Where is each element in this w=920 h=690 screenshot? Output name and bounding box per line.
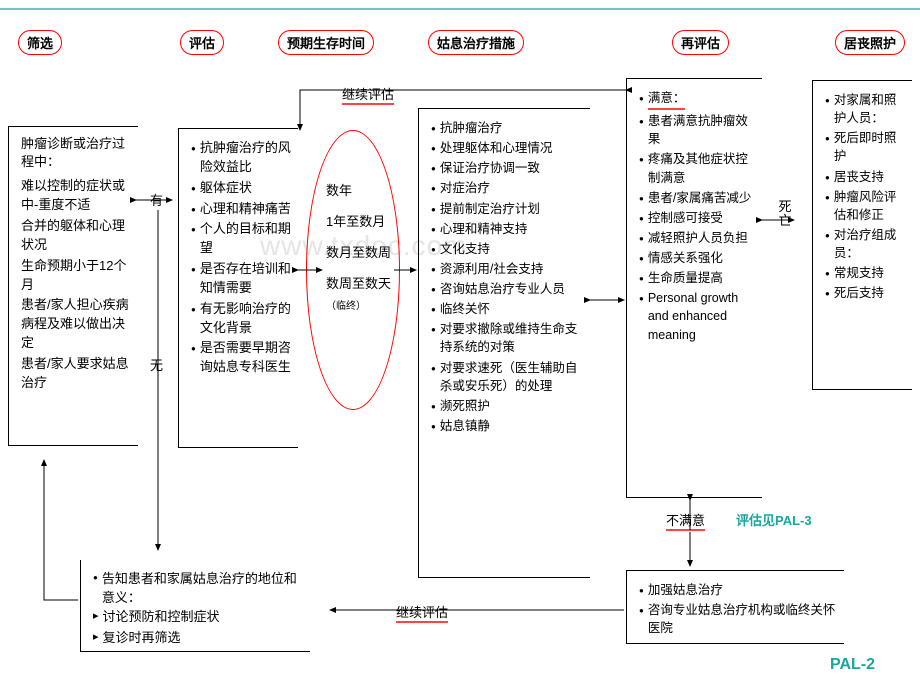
header-bereavement: 居丧照护 <box>835 30 905 55</box>
label-cont1: 继续评估 <box>342 84 394 103</box>
list-item: 1年至数月 <box>326 213 400 232</box>
list-item: 数周至数天 <box>326 275 400 294</box>
col4-list: 抗肿瘤治疗 处理躯体和心理情况 保证治疗协调一致 对症治疗 提前制定治疗计划 心… <box>431 119 584 435</box>
list-item: 死后即时照护 <box>825 129 906 165</box>
list-item: 死后支持 <box>825 284 906 302</box>
list-item: 合并的躯体和心理状况 <box>21 217 132 255</box>
list-item: 临终关怀 <box>431 300 584 318</box>
bottom-title: 告知患者和家属姑息治疗的地位和意义： <box>102 568 304 606</box>
list-item: 讨论预防和控制症状 <box>93 608 304 627</box>
col1-list: 难以控制的症状或中-重度不适 合并的躯体和心理状况 生命预期小于12个月 患者/… <box>21 177 132 392</box>
col2-list: 抗肿瘤治疗的风险效益比 躯体症状 心理和精神痛苦 个人的目标和期望 是否存在培训… <box>191 139 292 377</box>
satisfied-label: 满意： <box>639 89 756 110</box>
header-survival: 预期生存时间 <box>278 30 374 55</box>
list-item: 咨询姑息治疗专业人员 <box>431 280 584 298</box>
col-bottom-instruct: 告知患者和家属姑息治疗的地位和意义： 讨论预防和控制症状 复诊时再筛选 <box>80 560 310 652</box>
list-item: 控制感可接受 <box>639 209 756 227</box>
list-item: 患者/家属痛苦减少 <box>639 189 756 207</box>
list-item: 文化支持 <box>431 240 584 258</box>
list-item: 躯体症状 <box>191 179 292 198</box>
list-item: 情感关系强化 <box>639 249 756 267</box>
list-item: 生命预期小于12个月 <box>21 257 132 295</box>
list-item: 抗肿瘤治疗 <box>431 119 584 137</box>
list-item: 复诊时再筛选 <box>93 629 304 648</box>
list-item: 咨询专业姑息治疗机构或临终关怀医院 <box>639 601 838 637</box>
label-pal3-ref: 评估见PAL-3 <box>736 510 812 529</box>
list-item: 肿瘤风险评估和修正 <box>825 188 906 224</box>
list-item: 难以控制的症状或中-重度不适 <box>21 177 132 215</box>
list-item: 加强姑息治疗 <box>639 581 838 599</box>
header-reassess: 再评估 <box>672 30 729 55</box>
label-no: 无 <box>150 355 163 374</box>
col1-intro: 肿瘤诊断或治疗过程中： <box>21 135 132 171</box>
col-palliative: 抗肿瘤治疗 处理躯体和心理情况 保证治疗协调一致 对症治疗 提前制定治疗计划 心… <box>418 108 590 578</box>
list-item: Personal growth and enhanced meaning <box>639 289 756 343</box>
list-item: 姑息镇静 <box>431 417 584 435</box>
list-item: 有无影响治疗的文化背景 <box>191 300 292 338</box>
label-death: 死亡 <box>778 200 792 229</box>
list-item: 资源利用/社会支持 <box>431 260 584 278</box>
list-item: 疼痛及其他症状控制满意 <box>639 150 756 186</box>
header-assessment: 评估 <box>180 30 224 55</box>
col-reassess-satisfied: 满意： 患者满意抗肿瘤效果 疼痛及其他症状控制满意 患者/家属痛苦减少 控制感可… <box>626 78 762 498</box>
list-item: 患者/家人要求姑息治疗 <box>21 355 132 393</box>
list-item: 对症治疗 <box>431 179 584 197</box>
label-cont2: 继续评估 <box>396 602 448 621</box>
col5-list: 满意： 患者满意抗肿瘤效果 疼痛及其他症状控制满意 患者/家属痛苦减少 控制感可… <box>639 89 756 344</box>
list-item: 处理躯体和心理情况 <box>431 139 584 157</box>
col-unsatisfied-followup: 加强姑息治疗 咨询专业姑息治疗机构或临终关怀医院 <box>626 570 844 644</box>
list-item: 保证治疗协调一致 <box>431 159 584 177</box>
header-screening: 筛选 <box>18 30 62 55</box>
list-item: 濒死照护 <box>431 397 584 415</box>
label-unsatisfied: 不满意 <box>666 510 705 529</box>
header-palliative: 姑息治疗措施 <box>428 30 524 55</box>
list-item: 生命质量提高 <box>639 269 756 287</box>
list-item: 数月至数周 <box>326 244 400 263</box>
list-item: 常规支持 <box>825 264 906 282</box>
list-item: 患者满意抗肿瘤效果 <box>639 112 756 148</box>
col-bereavement: 对家属和照护人员： 死后即时照护 居丧支持 肿瘤风险评估和修正 对治疗组成员： … <box>812 80 912 390</box>
col3-note: （临终） <box>326 297 400 312</box>
list-item: 心理和精神痛苦 <box>191 200 292 219</box>
list-item: 减轻照护人员负担 <box>639 229 756 247</box>
list-item: 对要求速死（医生辅助自杀或安乐死）的处理 <box>431 359 584 395</box>
col-screening: 肿瘤诊断或治疗过程中： 难以控制的症状或中-重度不适 合并的躯体和心理状况 生命… <box>8 126 138 446</box>
label-yes: 有 <box>150 190 163 209</box>
list-item: 对要求撤除或维持生命支持系统的对策 <box>431 320 584 356</box>
list-item: 对治疗组成员： <box>825 226 906 262</box>
list-item: 个人的目标和期望 <box>191 220 292 258</box>
list-item: 是否存在培训和知情需要 <box>191 260 292 298</box>
list-item: 是否需要早期咨询姑息专科医生 <box>191 339 292 377</box>
list-item: 患者/家人担心疾病病程及难以做出决定 <box>21 296 132 353</box>
divider-top <box>0 8 920 10</box>
list-item: 抗肿瘤治疗的风险效益比 <box>191 139 292 177</box>
list-item: 对家属和照护人员： <box>825 91 906 127</box>
list-item: 心理和精神支持 <box>431 220 584 238</box>
col-survival: 数年 1年至数月 数月至数周 数周至数天 （临终） <box>326 180 400 312</box>
col-assessment: 抗肿瘤治疗的风险效益比 躯体症状 心理和精神痛苦 个人的目标和期望 是否存在培训… <box>178 128 298 448</box>
list-item: 居丧支持 <box>825 168 906 186</box>
footer-label: PAL-2 <box>830 656 875 674</box>
list-item: 数年 <box>326 182 400 201</box>
list-item: 提前制定治疗计划 <box>431 200 584 218</box>
